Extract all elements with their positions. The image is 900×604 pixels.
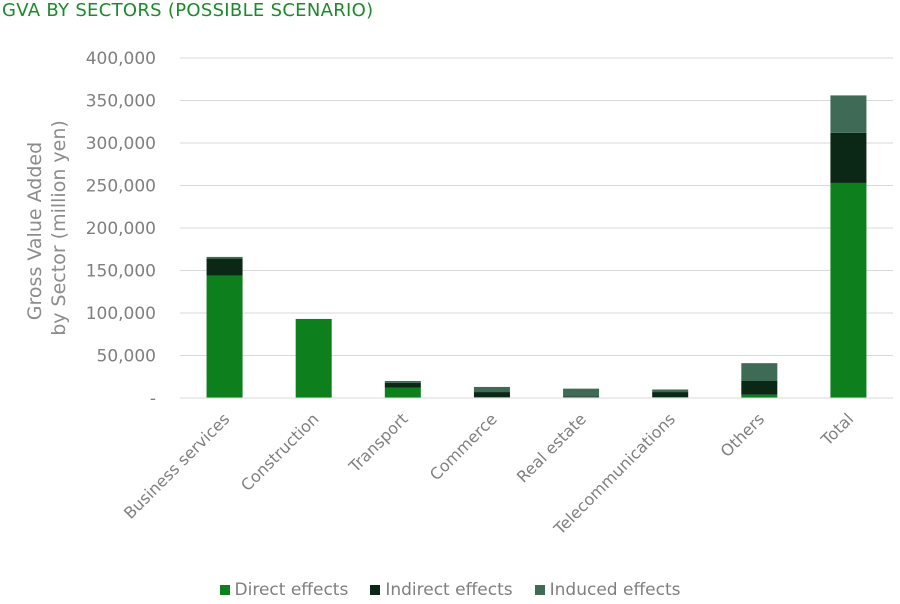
y-tick-label: 400,000 [86, 49, 156, 69]
bar-segment [384, 381, 421, 383]
legend-item-indirect-effects: Indirect effects [370, 580, 513, 600]
bar-segment [652, 392, 689, 398]
y-axis-label: Gross Value Added by Sector (million yen… [24, 120, 70, 336]
category-labels: Business services Construction Transport Co… [120, 409, 857, 539]
legend: Direct effects Indirect effects Induced … [0, 578, 900, 602]
bar-segment [206, 256, 243, 259]
bar-segment [741, 363, 778, 381]
y-tick-label: 250,000 [86, 177, 156, 197]
category-label: Commerce [426, 409, 501, 484]
y-tick-label: 100,000 [86, 304, 156, 324]
y-axis-label-line-2: by Sector (million yen) [48, 120, 70, 336]
y-tick-label: 50,000 [97, 347, 156, 367]
bars [206, 95, 867, 398]
gva-stacked-bar-chart: - 50,000 100,000 150,000 200,000 250,000 300,0… [24, 49, 893, 539]
bar-segment [741, 394, 778, 398]
category-label: Others [717, 409, 768, 460]
legend-label: Indirect effects [385, 580, 513, 600]
legend-label: Direct effects [234, 580, 349, 600]
category-label: Real estate [513, 409, 590, 486]
y-tick-label: - [150, 389, 156, 409]
bar-segment [384, 382, 421, 388]
bar-segment [473, 386, 510, 393]
legend-swatch-induced-effects [534, 585, 545, 595]
bar-segment [652, 389, 689, 393]
category-label: Construction [237, 409, 322, 494]
y-tick-label: 150,000 [86, 262, 156, 282]
bar-segment [563, 396, 600, 398]
bar-segment [206, 258, 243, 276]
category-label: Business services [120, 409, 233, 522]
bar-segment [830, 132, 867, 183]
bar-segment [830, 95, 867, 133]
legend-swatch-indirect-effects [370, 585, 381, 595]
y-axis-tick-labels: - 50,000 100,000 150,000 200,000 250,000 300,0… [86, 49, 156, 409]
bar-segment [384, 387, 421, 398]
category-label: Transport [344, 409, 411, 476]
bar-segment [473, 392, 510, 398]
y-axis-label-line-1: Gross Value Added [24, 142, 46, 320]
legend-swatch-direct-effects [219, 585, 230, 595]
bar-segment [741, 381, 778, 395]
bar-segment [206, 275, 243, 398]
y-tick-label: 200,000 [86, 219, 156, 239]
y-tick-label: 350,000 [86, 92, 156, 112]
bar-segment [563, 388, 600, 397]
legend-item-direct-effects: Direct effects [219, 580, 349, 600]
legend-item-induced-effects: Induced effects [534, 580, 681, 600]
bar-segment [830, 182, 867, 398]
chart-title: GVA BY SECTORS (POSSIBLE SCENARIO) [2, 0, 374, 21]
y-tick-label: 300,000 [86, 134, 156, 154]
gridlines [180, 57, 893, 356]
legend-label: Induced effects [549, 580, 681, 600]
bar-segment [295, 318, 332, 398]
category-label: Total [817, 409, 858, 450]
